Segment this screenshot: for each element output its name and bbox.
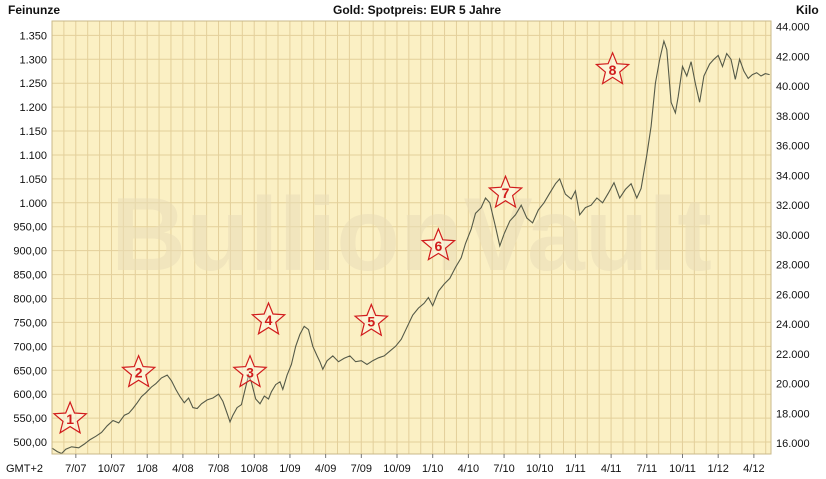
event-star-label: 7 <box>502 185 510 201</box>
x-tick-label: 4/08 <box>172 463 193 475</box>
y2-tick-label: 44.000 <box>776 22 810 34</box>
y2-tick-label: 38.000 <box>776 111 810 123</box>
x-tick-label: 1/09 <box>279 463 300 475</box>
star-icon <box>52 400 88 435</box>
y2-tick-label: 28.000 <box>776 260 810 272</box>
x-tick-label: 1/11 <box>565 463 586 475</box>
x-tick-label: 4/11 <box>601 463 622 475</box>
x-tick-label: 10/07 <box>98 463 126 475</box>
y-tick-label: 800,00 <box>13 294 47 306</box>
y2-tick-label: 22.000 <box>776 349 810 361</box>
event-star-7: 7 <box>487 174 524 209</box>
event-star-label: 3 <box>246 365 254 381</box>
event-star-6: 6 <box>420 227 457 261</box>
y2-tick-label: 40.000 <box>776 81 810 93</box>
y2-tick-label: 20.000 <box>776 379 810 391</box>
star-icon <box>120 354 157 388</box>
star-icon <box>353 302 390 337</box>
x-tick-label: 7/08 <box>208 463 229 475</box>
chart-title: Gold: Spotpreis: EUR 5 Jahre <box>333 3 502 17</box>
left-axis-unit: Feinunze <box>8 3 61 17</box>
y-tick-label: 1.350 <box>19 30 47 42</box>
y2-tick-label: 16.000 <box>776 438 810 450</box>
y-tick-label: 1.150 <box>19 126 47 138</box>
event-star-4: 4 <box>250 301 287 336</box>
plot-border <box>51 20 772 455</box>
y-tick-label: 500,00 <box>13 437 47 449</box>
x-tick-label: 4/10 <box>458 463 479 475</box>
event-star-3: 3 <box>232 354 268 388</box>
x-axis-ticks: 7/07 10/07 1/08 4/08 7/08 10/08 1/09 4/09 7/09 10… <box>65 454 765 475</box>
y-tick-label: 550,00 <box>13 413 47 425</box>
star-icon <box>487 174 524 209</box>
y-tick-label: 1.300 <box>19 54 47 66</box>
y2-tick-label: 34.000 <box>776 170 810 182</box>
y-tick-label: 850,00 <box>13 270 47 282</box>
star-icon <box>250 301 287 336</box>
y2-tick-label: 32.000 <box>776 200 810 212</box>
y-tick-label: 1.050 <box>19 174 47 186</box>
y-tick-label: 950,00 <box>13 222 47 234</box>
event-star-label: 4 <box>265 312 273 328</box>
horizontal-gridlines <box>52 34 771 443</box>
event-markers: 1 2 3 4 5 6 7 8 <box>52 51 631 435</box>
x-tick-label: 1/10 <box>422 463 443 475</box>
x-tick-label: 7/10 <box>493 463 514 475</box>
y-tick-label: 700,00 <box>13 341 47 353</box>
event-star-label: 1 <box>66 411 74 427</box>
x-tick-label: 10/10 <box>526 463 554 475</box>
event-star-label: 2 <box>135 365 143 381</box>
y2-tick-label: 36.000 <box>776 141 810 153</box>
event-star-label: 5 <box>367 313 375 329</box>
y-tick-label: 1.200 <box>19 102 47 114</box>
x-tick-label: 7/09 <box>351 463 372 475</box>
event-star-5: 5 <box>353 302 390 337</box>
star-icon <box>594 51 631 85</box>
x-tick-label: 7/11 <box>637 463 658 475</box>
y2-tick-label: 24.000 <box>776 319 810 331</box>
watermark: BullionVault <box>111 177 712 293</box>
event-star-label: 8 <box>609 62 617 78</box>
y2-tick-label: 18.000 <box>776 408 810 420</box>
y-tick-label: 1.000 <box>19 198 47 210</box>
x-tick-label: 10/09 <box>383 463 411 475</box>
gold-price-series-line <box>51 39 770 455</box>
event-star-1: 1 <box>52 400 88 435</box>
x-tick-label: 1/12 <box>707 463 728 475</box>
left-axis-ticks: 500,00 550,00 600,00 650,00 700,00 750,00 800,… <box>13 30 47 449</box>
y-tick-label: 900,00 <box>13 246 47 258</box>
x-tick-label: 7/07 <box>65 463 86 475</box>
star-icon <box>420 227 457 261</box>
y-tick-label: 750,00 <box>13 317 47 329</box>
right-axis-ticks: 16.000 18.000 20.000 22.000 24.000 26.000 28.0… <box>776 22 810 451</box>
x-tick-label: 10/11 <box>669 463 696 475</box>
x-tick-label: 1/08 <box>136 463 157 475</box>
timezone-label: GMT+2 <box>6 463 43 475</box>
right-axis-unit: Kilo <box>796 3 819 17</box>
event-star-label: 6 <box>435 238 443 254</box>
y-tick-label: 1.250 <box>19 78 47 90</box>
y2-tick-label: 26.000 <box>776 289 810 301</box>
x-tick-label: 10/08 <box>241 463 269 475</box>
event-star-8: 8 <box>594 51 631 85</box>
y-tick-label: 1.100 <box>19 150 47 162</box>
y-tick-label: 650,00 <box>13 365 47 377</box>
event-star-2: 2 <box>120 354 157 388</box>
y2-tick-label: 42.000 <box>776 51 810 63</box>
star-icon <box>232 354 268 388</box>
y-tick-label: 600,00 <box>13 389 47 401</box>
x-tick-label: 4/12 <box>743 463 764 475</box>
y2-tick-label: 30.000 <box>776 230 810 242</box>
x-tick-label: 4/09 <box>315 463 336 475</box>
